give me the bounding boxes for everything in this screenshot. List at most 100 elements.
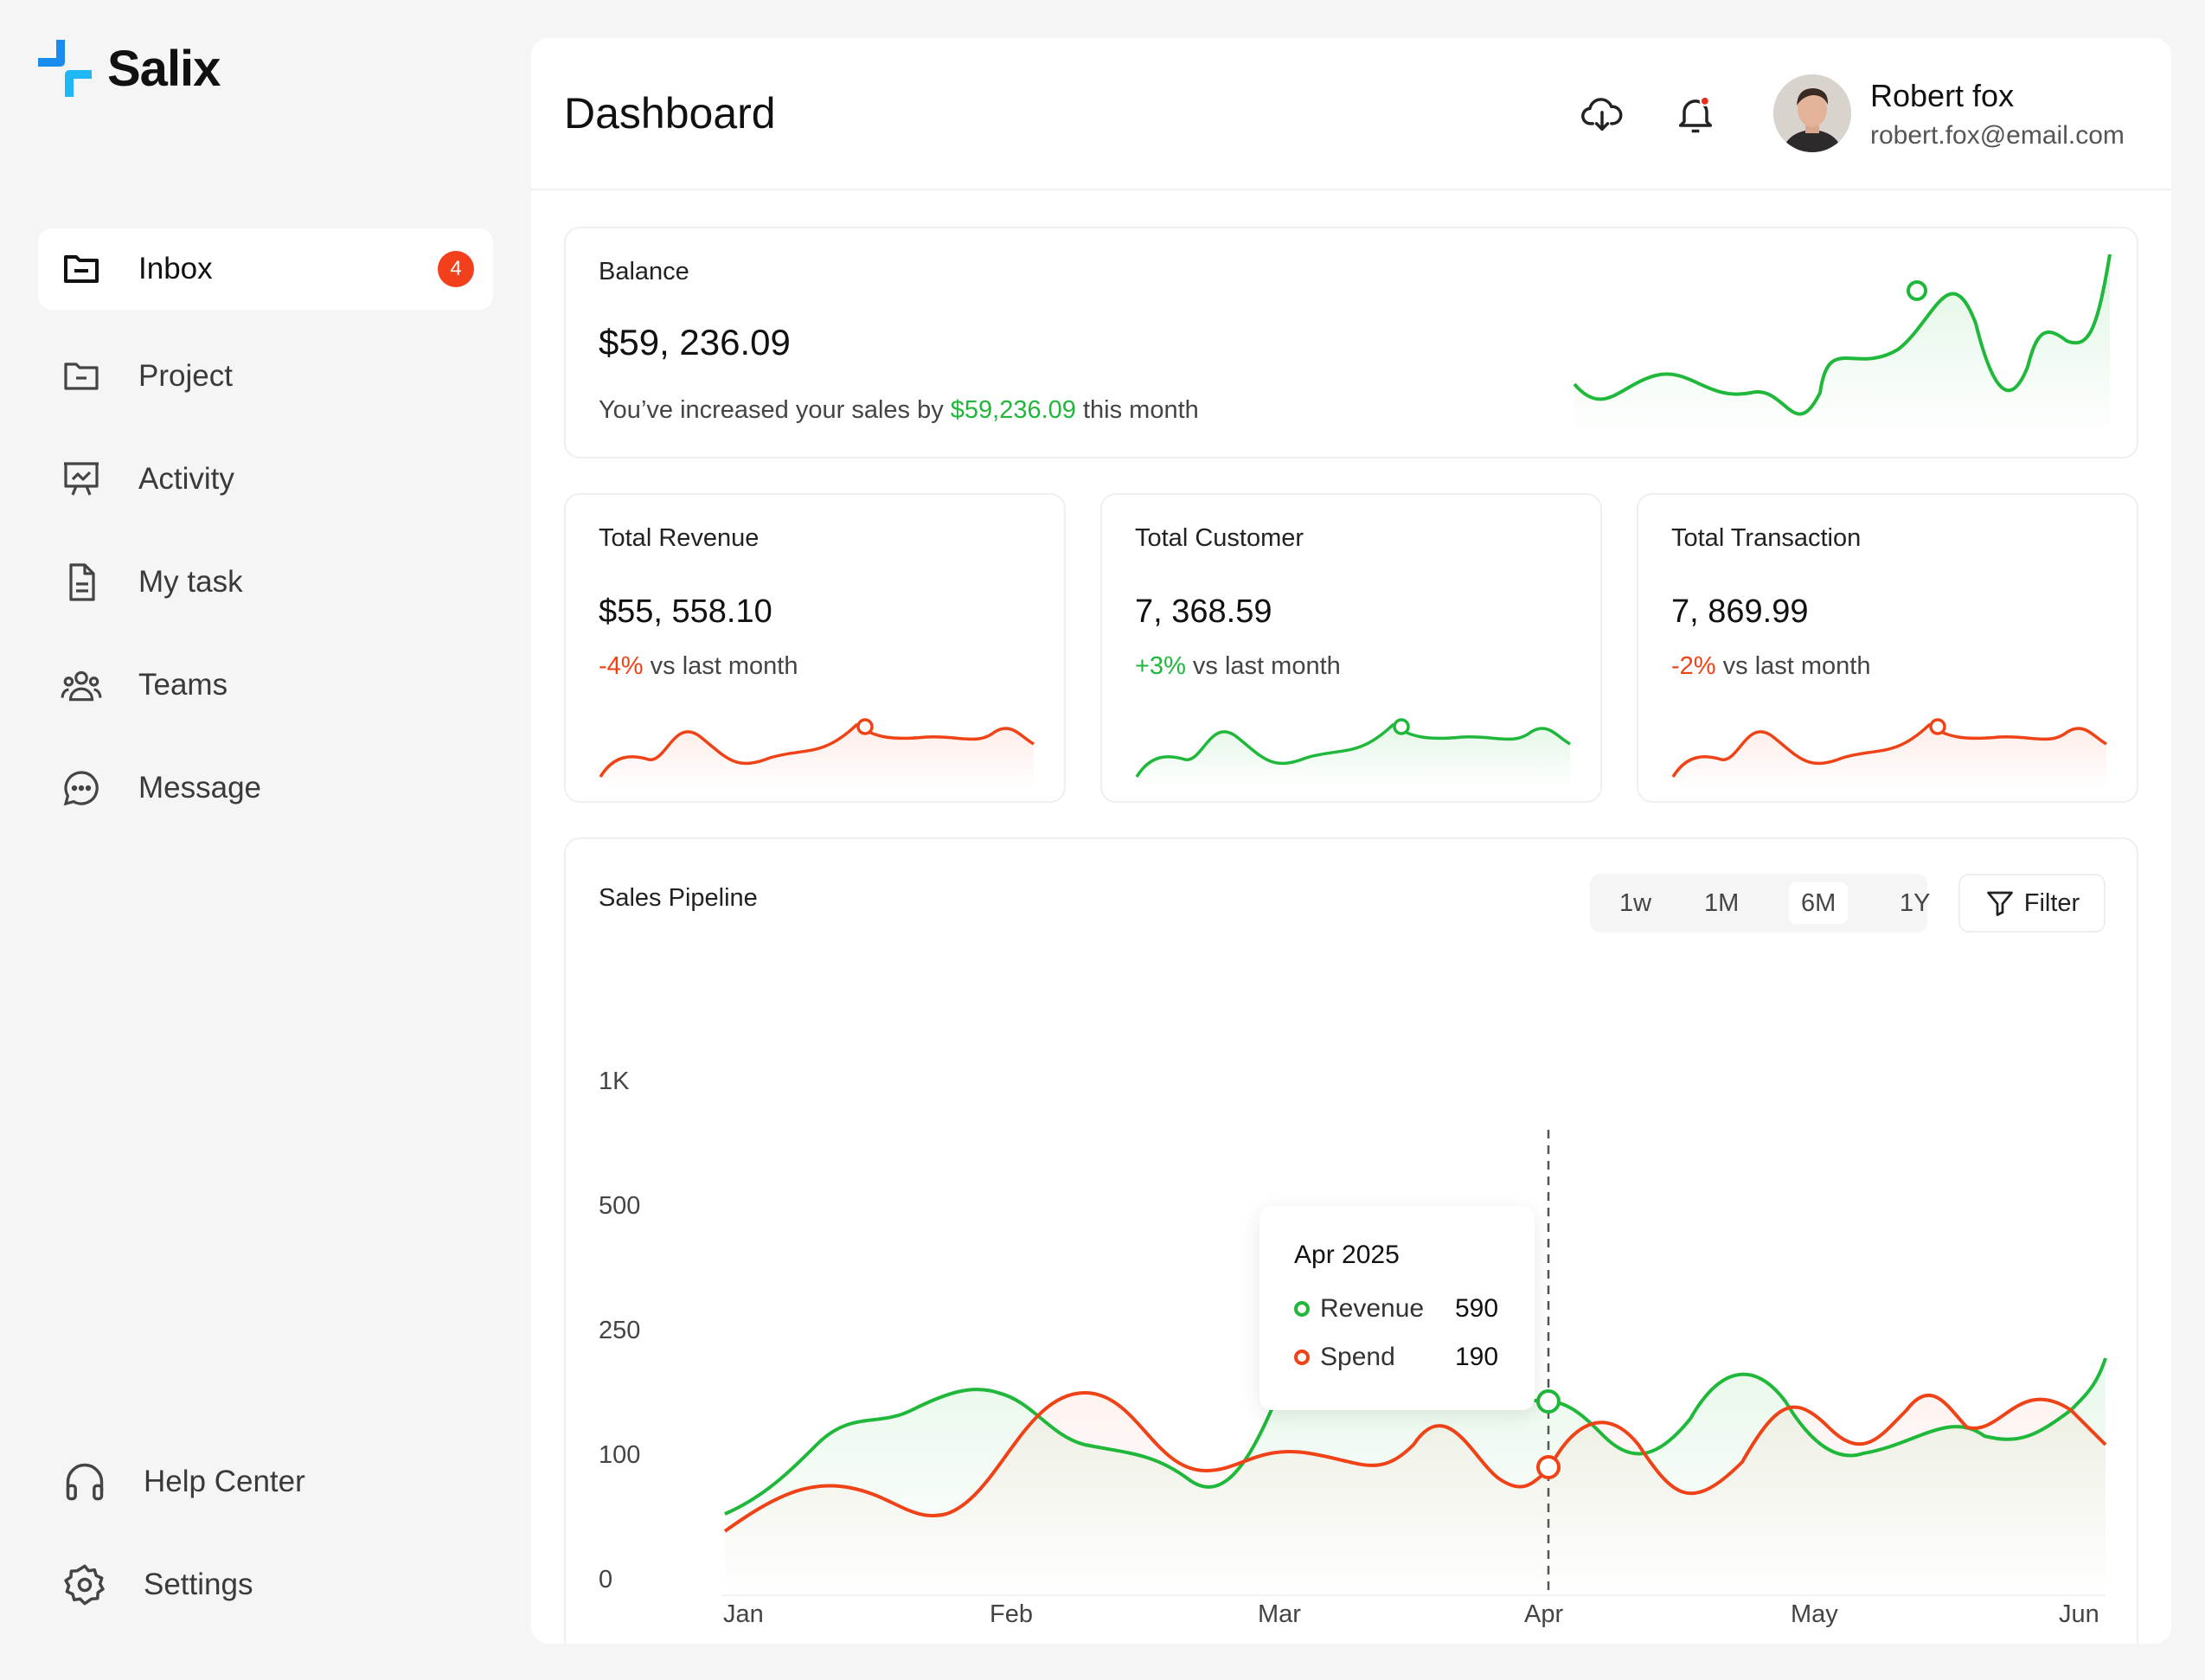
spend-series-line (723, 1390, 2107, 1533)
tooltip-value: 190 (1455, 1343, 1499, 1371)
sidebar-item-label: Settings (144, 1568, 253, 1601)
user-email: robert.fox@email.com (1870, 121, 2125, 150)
stat-title: Total Customer (1135, 524, 1304, 552)
stat-value: 7, 368.59 (1135, 593, 1272, 630)
stat-value: 7, 869.99 (1671, 593, 1809, 630)
sidebar-item-inbox[interactable]: Inbox 4 (38, 228, 493, 310)
customer-sparkline (1135, 718, 1571, 789)
timeframe-1m[interactable]: 1M (1704, 888, 1740, 917)
filter-button[interactable]: Filter (1958, 874, 2106, 933)
sales-pipeline-card: Sales Pipeline 1w 1M 6M 1Y Filter 1K 500… (564, 837, 2138, 1644)
x-tick-label: Mar (1258, 1600, 1301, 1628)
transaction-sparkline (1671, 718, 2107, 789)
stat-change-percent: -2% (1671, 652, 1716, 680)
balance-card: Balance $59, 236.09 You’ve increased you… (564, 227, 2138, 458)
sidebar-item-help-center[interactable]: Help Center (38, 1441, 493, 1523)
notification-bell-icon[interactable] (1670, 88, 1721, 140)
y-tick-label: 0 (599, 1566, 613, 1593)
stat-card-transaction: Total Transaction 7, 869.99 -2% vs last … (1637, 493, 2138, 803)
y-tick-label: 1K (599, 1068, 630, 1095)
presentation-chart-icon (59, 457, 104, 502)
balance-value: $59, 236.09 (599, 322, 791, 362)
spend-highlight-point[interactable] (1536, 1455, 1561, 1479)
sales-pipeline-chart (721, 1130, 2107, 1596)
sidebar-item-settings[interactable]: Settings (38, 1544, 493, 1625)
gear-icon (62, 1562, 107, 1607)
balance-sparkline (1573, 254, 2112, 436)
main-panel: Dashboard Robert fox robert.fox@email.co… (531, 38, 2171, 1644)
stat-change-percent: +3% (1135, 652, 1186, 680)
stat-change: -4% vs last month (599, 652, 798, 681)
x-tick-label: May (1791, 1600, 1838, 1628)
y-tick-label: 500 (599, 1192, 641, 1220)
filter-label: Filter (2023, 888, 2080, 917)
balance-note-suffix: this month (1075, 396, 1199, 424)
filter-icon (1986, 891, 2013, 916)
sidebar-item-label: Help Center (144, 1465, 305, 1498)
stat-change: -2% vs last month (1671, 652, 1870, 681)
timeframe-selector: 1w 1M 6M 1Y (1590, 874, 1930, 933)
sidebar-item-label: Message (138, 771, 262, 805)
revenue-highlight-point[interactable] (1536, 1389, 1561, 1414)
revenue-sparkline (599, 718, 1035, 789)
balance-note: You’ve increased your sales by $59,236.0… (599, 396, 1199, 425)
sidebar-item-message[interactable]: Message (38, 747, 493, 829)
inbox-count-badge: 4 (438, 251, 474, 287)
brand-logo: Salix (35, 38, 221, 99)
sidebar-item-activity[interactable]: Activity (38, 439, 493, 520)
stat-change-suffix: vs last month (1185, 652, 1341, 680)
salix-logo-icon (38, 40, 92, 97)
tooltip-value: 590 (1455, 1294, 1499, 1323)
timeframe-6m[interactable]: 6M (1789, 882, 1849, 924)
sidebar-item-label: Project (138, 359, 233, 393)
sidebar-item-label: My task (138, 565, 243, 599)
balance-note-prefix: You’ve increased your sales by (599, 396, 951, 424)
sidebar-item-label: Teams (138, 668, 228, 702)
headphones-icon (62, 1459, 107, 1504)
brand-name: Salix (107, 40, 221, 97)
stat-change-percent: -4% (599, 652, 644, 680)
sidebar-item-label: Activity (138, 462, 234, 496)
stat-card-customer: Total Customer 7, 368.59 +3% vs last mon… (1100, 493, 1602, 803)
x-tick-label: Jun (2059, 1600, 2099, 1628)
stat-change: +3% vs last month (1135, 652, 1341, 681)
pipeline-title: Sales Pipeline (599, 884, 758, 912)
x-tick-label: Jan (723, 1600, 764, 1628)
balance-title: Balance (599, 258, 689, 285)
spend-legend-dot-icon (1294, 1350, 1310, 1365)
tooltip-row-spend: Spend (1294, 1343, 1395, 1372)
y-tick-label: 100 (599, 1441, 641, 1469)
page-header: Dashboard Robert fox robert.fox@email.co… (531, 38, 2171, 190)
tooltip-title: Apr 2025 (1294, 1241, 1400, 1269)
sidebar-item-teams[interactable]: Teams (38, 644, 493, 726)
folder-icon (59, 247, 104, 292)
user-name: Robert fox (1870, 78, 2015, 113)
stat-title: Total Transaction (1671, 524, 1862, 552)
stat-value: $55, 558.10 (599, 593, 772, 630)
sidebar-item-my-task[interactable]: My task (38, 542, 493, 623)
y-tick-label: 250 (599, 1317, 641, 1344)
chat-bubble-icon (59, 766, 104, 811)
sidebar-item-label: Inbox (138, 252, 213, 285)
balance-note-amount: $59,236.09 (950, 396, 1076, 424)
document-icon (59, 560, 104, 605)
balance-highlight-point (1907, 280, 1927, 301)
timeframe-1w[interactable]: 1w (1619, 888, 1652, 917)
stat-change-suffix: vs last month (1715, 652, 1871, 680)
stat-card-revenue: Total Revenue $55, 558.10 -4% vs last mo… (564, 493, 1066, 803)
sidebar-item-project[interactable]: Project (38, 336, 493, 417)
avatar[interactable] (1773, 74, 1851, 152)
stat-title: Total Revenue (599, 524, 760, 552)
folder-minus-icon (59, 354, 104, 399)
page-title: Dashboard (564, 89, 776, 138)
download-cloud-icon[interactable] (1576, 88, 1628, 140)
revenue-legend-dot-icon (1294, 1301, 1310, 1317)
x-tick-label: Feb (990, 1600, 1033, 1628)
stat-change-suffix: vs last month (643, 652, 798, 680)
chart-tooltip: Apr 2025 Revenue 590 Spend 190 (1260, 1206, 1535, 1410)
users-icon (59, 663, 104, 708)
tooltip-label: Spend (1320, 1343, 1395, 1371)
timeframe-1y[interactable]: 1Y (1900, 888, 1931, 917)
spend-area (725, 1393, 2106, 1595)
x-tick-label: Apr (1524, 1600, 1564, 1628)
